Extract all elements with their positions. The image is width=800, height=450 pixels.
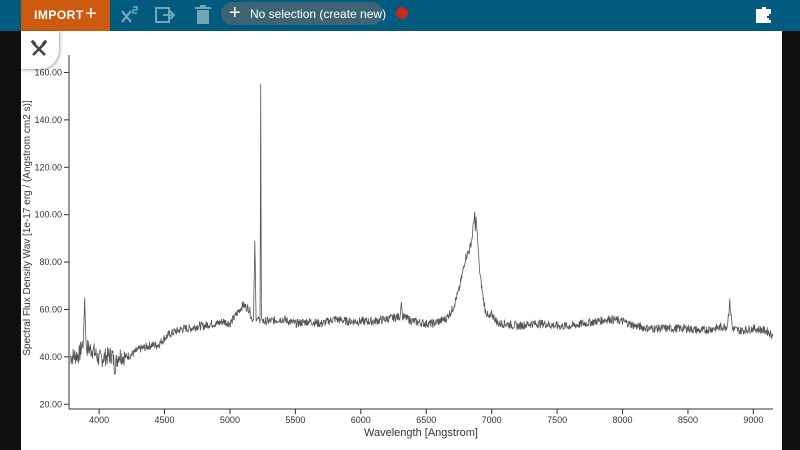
x-tick-label: 6500 (416, 415, 436, 425)
x-tick-label: 7500 (547, 415, 567, 425)
x-tick-label: 4000 (89, 415, 109, 425)
tools-icon (30, 40, 48, 56)
x-tick-label: 6000 (351, 415, 371, 425)
record-dot[interactable] (396, 7, 408, 19)
trash-icon[interactable] (192, 4, 214, 26)
import-plus-icon: + (85, 3, 98, 25)
x-axis-label: Wavelength [Angstrom] (364, 427, 478, 439)
tools-toggle-button[interactable] (21, 31, 59, 69)
toolbar: IMPORT + + No selection (create new) (0, 0, 800, 31)
x-axis-ticks: 4000 4500 5000 5500 6000 6500 7000 7500 8000 8500… (89, 409, 763, 425)
x-tick-label: 8000 (613, 415, 633, 425)
y-tick-label: 40.00 (39, 352, 62, 362)
y-tick-label: 160.00 (34, 67, 62, 77)
x-tick-label: 5000 (220, 415, 240, 425)
spectrum-chart[interactable]: 4000 4500 5000 5500 6000 6500 7000 7500 8000 8500… (21, 31, 782, 450)
x-tick-label: 7000 (482, 415, 502, 425)
export-icon[interactable] (154, 4, 176, 26)
y-axis-label: Spectral Flux Density Wav [1e-17 erg / (… (22, 100, 33, 355)
y-tick-label: 120.00 (34, 162, 62, 172)
x-tick-label: 4500 (155, 415, 175, 425)
selection-label: No selection (create new) (250, 7, 387, 21)
y-tick-label: 60.00 (39, 304, 62, 314)
x-tick-label: 9000 (743, 415, 763, 425)
chart-axes (68, 55, 773, 410)
y-tick-label: 80.00 (39, 257, 62, 267)
x-squared-icon[interactable] (119, 4, 141, 26)
import-button[interactable]: IMPORT + (21, 0, 110, 31)
y-tick-label: 20.00 (39, 399, 62, 409)
x-tick-label: 5500 (285, 415, 305, 425)
plot-panel: 4000 4500 5000 5500 6000 6500 7000 7500 8000 8500… (21, 31, 782, 450)
y-tick-label: 100.00 (34, 210, 62, 220)
y-axis-ticks: 20.00 40.00 60.00 80.00 100.00 120.00 140.00 16… (34, 67, 69, 409)
import-label: IMPORT (34, 8, 84, 22)
spectrum-series (69, 83, 774, 375)
spectrum-line (69, 83, 774, 375)
selection-dropdown[interactable]: + No selection (create new) (221, 2, 387, 25)
plugin-icon[interactable] (754, 5, 774, 25)
create-selection-plus-icon: + (229, 2, 241, 24)
y-tick-label: 140.00 (34, 115, 62, 125)
x-tick-label: 8500 (678, 415, 698, 425)
